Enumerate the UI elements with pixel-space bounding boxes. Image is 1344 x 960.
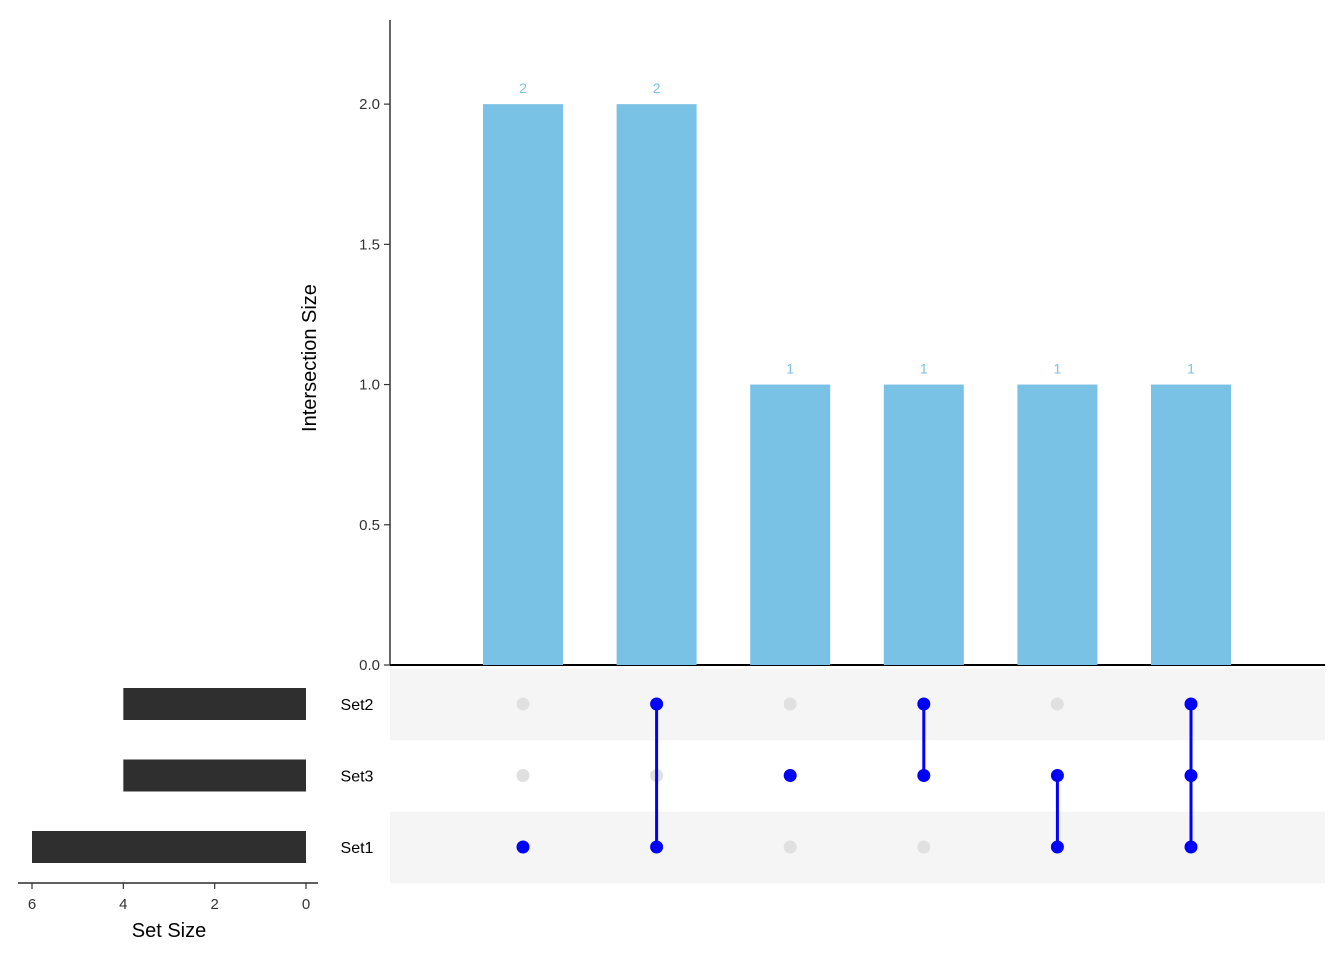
y-tick-label: 1.0 <box>359 377 380 394</box>
matrix-dot-inactive <box>917 840 931 854</box>
set-size-bars <box>32 688 306 863</box>
y-tick-label: 0.5 <box>359 517 380 534</box>
intersection-matrix <box>516 697 1198 854</box>
intersection-bar-label: 1 <box>786 361 794 377</box>
y-tick-label: 1.5 <box>359 236 380 253</box>
matrix-dot-active <box>650 840 664 854</box>
set-label-set2: Set2 <box>341 697 374 714</box>
intersection-bars <box>483 104 1231 665</box>
matrix-stripe-0 <box>390 668 1325 741</box>
intersection-bar-labels: 2 2 1 1 1 1 <box>519 80 1195 376</box>
set-labels: Set2 Set3 Set1 <box>341 697 374 857</box>
set-size-bar-set1 <box>32 831 306 863</box>
intersection-bar-3 <box>883 384 964 665</box>
intersection-bar-5 <box>1151 384 1231 665</box>
matrix-dot-active <box>1184 840 1198 854</box>
set-size-tick-label: 4 <box>119 896 127 913</box>
matrix-dot-active <box>1050 769 1064 782</box>
y-axis-title: Intersection Size <box>299 284 321 432</box>
matrix-dot-inactive <box>783 697 797 711</box>
matrix-dot-active <box>650 697 664 711</box>
matrix-dot-inactive <box>516 769 530 782</box>
intersection-bar-4 <box>1017 384 1098 665</box>
y-tick-label: 0.0 <box>359 657 380 674</box>
set-label-set3: Set3 <box>341 769 374 786</box>
intersection-bar-label: 1 <box>920 361 928 377</box>
intersection-bar-0 <box>483 104 563 665</box>
matrix-dot-active <box>917 697 931 711</box>
matrix-dot-active <box>783 769 797 782</box>
y-tick-label: 2.0 <box>359 96 380 113</box>
matrix-stripes <box>390 668 1325 884</box>
matrix-dot-active <box>1184 769 1198 782</box>
matrix-dot-active <box>917 769 931 782</box>
set-size-bar-set2 <box>123 688 306 720</box>
intersection-bar-label: 1 <box>1187 361 1195 377</box>
set-size-bar-set3 <box>123 759 306 792</box>
matrix-dot-active <box>1184 697 1198 711</box>
matrix-dot-inactive <box>1050 697 1064 711</box>
matrix-dot-active <box>516 840 530 854</box>
set-size-tick-label: 2 <box>210 896 218 913</box>
intersection-bar-label: 1 <box>1054 361 1062 377</box>
set-size-axis: 6 4 2 0 <box>18 882 318 913</box>
intersection-bar-2 <box>750 384 831 665</box>
intersection-bar-label: 2 <box>653 80 661 96</box>
intersection-bar-label: 2 <box>519 80 527 96</box>
matrix-stripe-2 <box>390 811 1325 884</box>
set-size-axis-title: Set Size <box>132 920 206 942</box>
matrix-dot-active <box>1050 840 1064 854</box>
set-size-tick-label: 0 <box>302 896 310 913</box>
matrix-dot-inactive <box>516 697 530 711</box>
set-label-set1: Set1 <box>341 840 374 857</box>
matrix-dot-inactive <box>783 840 797 854</box>
set-size-tick-label: 6 <box>28 896 36 913</box>
intersection-bar-1 <box>616 104 697 665</box>
